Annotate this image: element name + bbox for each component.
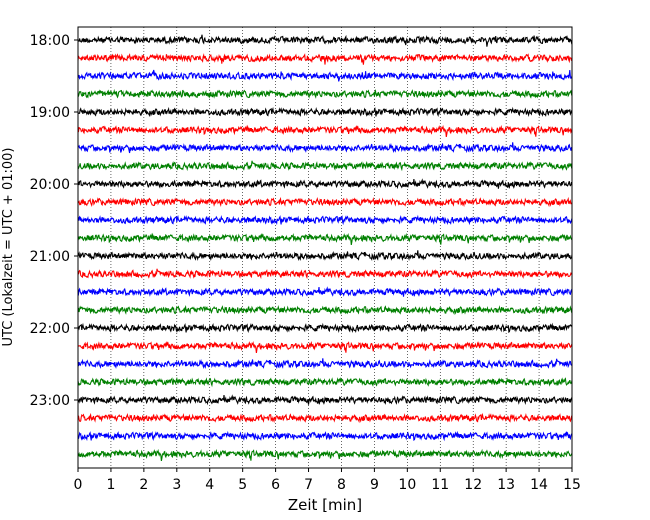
trace-line	[77, 88, 573, 99]
trace-line	[77, 52, 573, 65]
x-tick-label: 0	[74, 477, 83, 493]
y-tick-label: 20:00	[30, 177, 70, 193]
x-tick-label: 9	[370, 477, 379, 493]
y-axis-label: UTC (Lokalzeit = UTC + 01:00)	[1, 148, 16, 347]
y-axis-ticks: 18:00 19:00 20:00 21:00 22:00 23:00	[30, 33, 78, 409]
trace-line	[77, 322, 573, 334]
trace-line	[77, 448, 573, 461]
x-tick-label: 12	[464, 477, 482, 493]
trace-line	[77, 304, 573, 316]
trace-line	[77, 124, 573, 137]
trace-line	[77, 160, 573, 172]
trace-line	[77, 142, 573, 154]
x-tick-label: 7	[304, 477, 313, 493]
y-tick-label: 18:00	[30, 33, 70, 49]
trace-line	[77, 394, 573, 406]
trace-line	[77, 286, 573, 298]
x-tick-label: 13	[497, 477, 515, 493]
x-tick-label: 11	[431, 477, 449, 493]
x-tick-label: 5	[238, 477, 247, 493]
x-tick-label: 6	[271, 477, 280, 493]
y-tick-label: 22:00	[30, 321, 70, 337]
trace-line	[77, 178, 573, 190]
trace-line	[77, 268, 573, 280]
plot-frame	[77, 26, 573, 469]
y-tick-label: 19:00	[30, 105, 70, 121]
trace-line	[77, 430, 573, 442]
x-axis-ticks: 0 1 2 3 4 5 6 7 8 9 10 11 12 13 14 15	[74, 468, 581, 493]
trace-line	[77, 232, 573, 245]
y-tick-label: 21:00	[30, 249, 70, 265]
trace-line	[77, 250, 573, 262]
x-tick-label: 2	[139, 477, 148, 493]
trace-line	[77, 340, 573, 353]
x-axis-label: Zeit [min]	[288, 496, 362, 514]
trace-line	[77, 196, 573, 208]
trace-line	[77, 376, 573, 388]
seismic-traces	[77, 34, 573, 461]
x-tick-label: 1	[106, 477, 115, 493]
x-tick-label: 8	[337, 477, 346, 493]
trace-line	[78, 34, 573, 47]
x-tick-label: 14	[530, 477, 548, 493]
x-tick-label: 4	[205, 477, 214, 493]
trace-line	[77, 106, 573, 118]
trace-line	[77, 69, 573, 82]
trace-line	[77, 358, 573, 370]
x-tick-label: 3	[172, 477, 181, 493]
trace-line	[77, 412, 573, 424]
x-tick-label: 10	[398, 477, 416, 493]
y-tick-label: 23:00	[30, 393, 70, 409]
x-tick-label: 15	[563, 477, 581, 493]
trace-line	[77, 214, 573, 226]
